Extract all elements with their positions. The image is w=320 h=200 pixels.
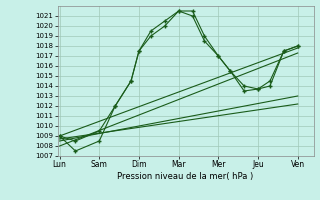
X-axis label: Pression niveau de la mer( hPa ): Pression niveau de la mer( hPa ) <box>117 172 254 181</box>
